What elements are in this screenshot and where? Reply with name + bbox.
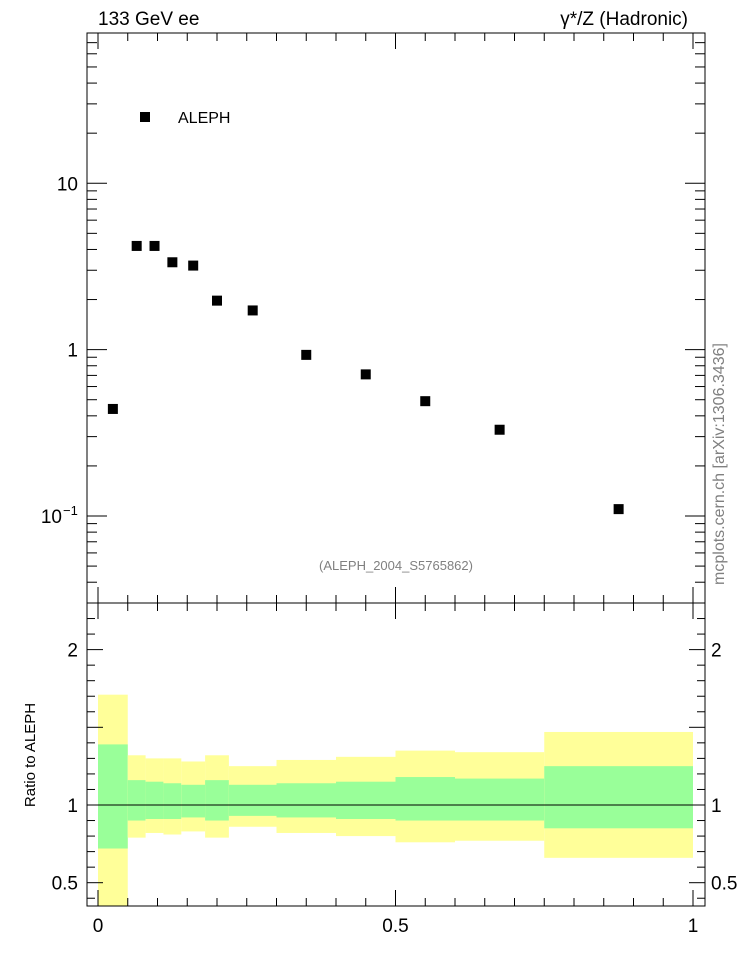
main-y-tick-label: 10	[41, 507, 62, 528]
ratio-y-tick-label-right: 2	[711, 641, 722, 662]
header-right-label: γ*/Z (Hadronic)	[560, 9, 688, 30]
ratio-band-inner	[228, 784, 277, 816]
ratio-frame	[86, 602, 706, 907]
legend-label: ALEPH	[178, 110, 230, 127]
ratio-y-tick-label-right: 0.5	[711, 874, 737, 895]
analysis-id-label: (ALEPH_2004_S5765862)	[319, 558, 473, 573]
x-tick-label: 1	[688, 916, 699, 937]
watermark-label: mcplots.cern.ch [arXiv:1306.3436]	[711, 343, 728, 585]
ratio-band-inner	[455, 778, 545, 821]
x-tick-labels: 0 0.5 1	[93, 916, 699, 937]
data-point	[212, 295, 222, 306]
ratio-band-inner	[145, 781, 164, 819]
ratio-y-axis-title: Ratio to ALEPH	[22, 703, 39, 807]
ratio-bands	[98, 694, 693, 906]
ratio-band-inner	[163, 783, 182, 819]
data-points	[107, 240, 624, 515]
data-point	[188, 260, 199, 271]
legend-marker	[140, 112, 150, 122]
data-point	[420, 396, 431, 407]
ratio-band-inner	[276, 783, 336, 818]
data-point	[301, 349, 312, 360]
data-point	[247, 305, 258, 316]
ratio-panel: 2 21 10.5 0.5 0 0.5 1	[52, 602, 738, 937]
ratio-band-inner	[181, 784, 206, 818]
data-point	[131, 240, 142, 251]
data-point	[360, 369, 371, 380]
main-y-tick-label: 10	[57, 174, 78, 195]
ratio-band-inner	[127, 780, 146, 821]
ratio-y-tick-label-right: 1	[711, 796, 722, 817]
ratio-band-inner	[205, 780, 229, 821]
data-point	[149, 240, 160, 251]
data-point	[107, 403, 118, 414]
data-point	[494, 424, 505, 435]
data-point	[167, 257, 178, 268]
legend: ALEPH	[140, 110, 230, 127]
ratio-band-inner	[544, 766, 693, 829]
ratio-y-tick-labels: 2 2 1 1 0.5 0.5	[52, 641, 738, 895]
x-tick-label: 0.5	[382, 916, 408, 937]
ratio-axis-ticks	[87, 603, 705, 906]
x-tick-label: 0	[93, 916, 104, 937]
ratio-y-tick-label: 2	[67, 641, 78, 662]
ratio-band-inner	[98, 744, 128, 849]
ratio-band-inner	[395, 777, 455, 821]
ratio-y-tick-label: 1	[67, 796, 78, 817]
main-y-tick-label: 1	[67, 341, 78, 362]
main-axis-ticks	[87, 32, 705, 604]
ratio-y-tick-label: 0.5	[52, 874, 78, 895]
main-y-tick-exponent: −1	[63, 503, 78, 518]
ratio-band-inner	[336, 781, 396, 819]
data-point	[613, 504, 624, 515]
header-left-label: 133 GeV ee	[98, 9, 199, 30]
